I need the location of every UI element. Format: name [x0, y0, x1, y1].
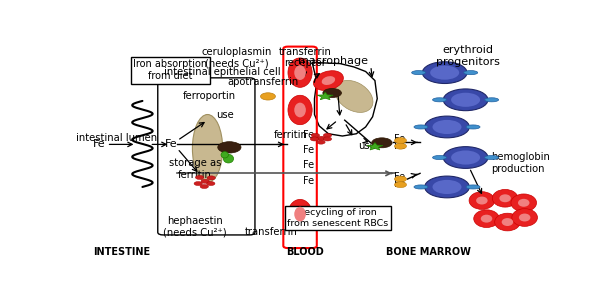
- Text: apotransferrin: apotransferrin: [228, 77, 299, 87]
- Text: hemoglobin
production: hemoglobin production: [491, 152, 550, 174]
- Circle shape: [200, 184, 208, 188]
- Ellipse shape: [412, 71, 425, 75]
- Ellipse shape: [433, 156, 446, 160]
- Text: ferroportin: ferroportin: [182, 91, 235, 101]
- Circle shape: [443, 147, 488, 168]
- Circle shape: [218, 142, 241, 153]
- Text: Fe: Fe: [165, 139, 178, 149]
- Polygon shape: [367, 143, 383, 150]
- Text: Recycling of iron
from senescent RBCs: Recycling of iron from senescent RBCs: [287, 208, 388, 228]
- Polygon shape: [317, 92, 333, 100]
- Circle shape: [371, 138, 392, 148]
- Circle shape: [425, 116, 469, 138]
- Text: ceruloplasmin
(needs Cu²⁺): ceruloplasmin (needs Cu²⁺): [202, 46, 272, 68]
- Ellipse shape: [464, 71, 478, 75]
- Ellipse shape: [288, 95, 312, 125]
- Circle shape: [433, 180, 461, 194]
- Ellipse shape: [469, 192, 494, 209]
- Text: BONE MARROW: BONE MARROW: [386, 247, 471, 257]
- Text: Fe: Fe: [93, 139, 106, 149]
- Ellipse shape: [476, 197, 488, 205]
- Circle shape: [194, 181, 202, 186]
- Text: Fe: Fe: [394, 172, 405, 182]
- Ellipse shape: [485, 98, 499, 102]
- Text: intestinal lumen: intestinal lumen: [76, 133, 158, 143]
- Text: ferritin: ferritin: [274, 130, 308, 140]
- Circle shape: [394, 176, 407, 182]
- Text: hephaestin
(needs Cu²⁺): hephaestin (needs Cu²⁺): [163, 216, 227, 237]
- Circle shape: [201, 179, 209, 183]
- Circle shape: [451, 151, 480, 165]
- Circle shape: [323, 133, 332, 137]
- Text: use: use: [358, 141, 376, 151]
- Ellipse shape: [494, 213, 520, 231]
- Circle shape: [394, 182, 407, 188]
- Ellipse shape: [294, 207, 306, 221]
- Text: storage as
ferritin: storage as ferritin: [169, 158, 221, 180]
- Text: Fe: Fe: [394, 141, 405, 151]
- Ellipse shape: [335, 80, 373, 112]
- Ellipse shape: [518, 199, 529, 207]
- Text: Iron absorption
from diet: Iron absorption from diet: [133, 59, 208, 81]
- Ellipse shape: [493, 189, 518, 207]
- Circle shape: [317, 136, 326, 140]
- Text: erythroid
progenitors: erythroid progenitors: [436, 46, 500, 67]
- Ellipse shape: [288, 199, 312, 229]
- Polygon shape: [312, 62, 377, 136]
- Circle shape: [394, 143, 407, 149]
- Ellipse shape: [221, 152, 229, 158]
- Ellipse shape: [433, 98, 446, 102]
- Ellipse shape: [512, 209, 538, 226]
- Circle shape: [206, 181, 215, 186]
- Ellipse shape: [499, 194, 511, 202]
- Circle shape: [451, 93, 480, 107]
- Ellipse shape: [519, 213, 530, 221]
- Ellipse shape: [223, 154, 233, 163]
- Ellipse shape: [313, 71, 343, 91]
- Text: Fe: Fe: [394, 178, 405, 188]
- Circle shape: [323, 88, 341, 98]
- Circle shape: [196, 176, 204, 179]
- Circle shape: [311, 133, 320, 137]
- Text: use: use: [216, 110, 233, 120]
- Ellipse shape: [511, 194, 536, 212]
- Ellipse shape: [294, 65, 306, 80]
- Ellipse shape: [414, 125, 428, 129]
- Ellipse shape: [193, 115, 223, 182]
- Text: Fe: Fe: [303, 161, 314, 171]
- Circle shape: [317, 140, 325, 144]
- Ellipse shape: [466, 185, 480, 189]
- Circle shape: [430, 66, 459, 80]
- Circle shape: [323, 137, 332, 141]
- Text: Fe: Fe: [303, 176, 314, 186]
- Text: INTESTINE: INTESTINE: [93, 247, 150, 257]
- Text: transferrin: transferrin: [245, 227, 298, 237]
- Circle shape: [207, 176, 215, 180]
- Ellipse shape: [466, 125, 480, 129]
- Text: Fe: Fe: [303, 145, 314, 155]
- Text: BLOOD: BLOOD: [286, 247, 324, 257]
- Text: Fe: Fe: [303, 130, 314, 140]
- Ellipse shape: [485, 156, 499, 160]
- Ellipse shape: [294, 103, 306, 117]
- Ellipse shape: [414, 185, 428, 189]
- Circle shape: [310, 137, 319, 141]
- Circle shape: [394, 138, 407, 143]
- Text: Fe: Fe: [394, 134, 405, 144]
- Ellipse shape: [474, 210, 499, 228]
- Circle shape: [260, 93, 275, 100]
- Circle shape: [425, 176, 469, 198]
- Text: macrophage: macrophage: [298, 56, 368, 66]
- Ellipse shape: [481, 215, 492, 223]
- Ellipse shape: [288, 58, 312, 87]
- Text: transferrin
receptor: transferrin receptor: [279, 46, 332, 68]
- Text: intestinal epithelial cell: intestinal epithelial cell: [164, 66, 281, 76]
- Ellipse shape: [502, 218, 513, 226]
- Circle shape: [422, 62, 467, 83]
- Circle shape: [433, 120, 461, 134]
- Circle shape: [443, 89, 488, 111]
- Ellipse shape: [322, 76, 335, 85]
